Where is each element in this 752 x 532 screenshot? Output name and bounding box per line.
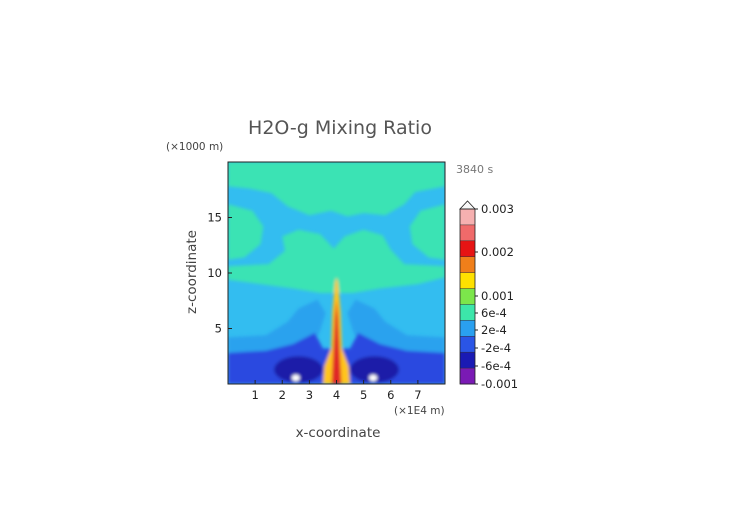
y-tick-label: 15: [207, 211, 222, 225]
y-axis-label: z-coordinate: [184, 230, 200, 314]
colorbar-swatch: [460, 352, 475, 369]
colorbar-swatch: [460, 209, 475, 226]
colorbar-tick-label: 6e-4: [481, 306, 507, 320]
colorbar-tick-label: -0.001: [481, 377, 518, 391]
colorbar-tick-label: 0.003: [481, 202, 514, 216]
chart-title: H2O-g Mixing Ratio: [248, 117, 432, 139]
x-tick-label: 5: [360, 388, 367, 402]
colorbar-swatch: [460, 256, 475, 274]
x-tick-label: 2: [279, 388, 286, 402]
x-unit-label: (×1E4 m): [394, 405, 445, 417]
upper-band: [228, 162, 445, 217]
x-axis: 1 2 3 4 5 6 7: [251, 380, 422, 402]
y-tick-label: 5: [215, 322, 222, 336]
colorbar-swatch: [460, 320, 475, 337]
left-vortex: [274, 356, 323, 383]
colorbar-swatch: [460, 368, 475, 385]
colorbar-swatch: [460, 272, 475, 290]
x-axis-label: x-coordinate: [296, 425, 381, 441]
colorbar-swatch: [460, 336, 475, 353]
x-tick-label: 6: [387, 388, 394, 402]
colorbar-swatch: [460, 288, 475, 305]
y-unit-label: (×1000 m): [166, 141, 223, 153]
middle-band: [228, 229, 445, 293]
y-tick-label: 10: [207, 266, 222, 280]
colorbar-swatch: [460, 304, 475, 321]
right-band: [409, 204, 445, 260]
contour-field: [228, 162, 445, 384]
colorbar-tick-label: 0.001: [481, 289, 514, 303]
colorbar-swatch: [460, 240, 475, 258]
time-label: 3840 s: [456, 163, 493, 176]
plume-core: [331, 299, 342, 384]
colorbar: 0.003 0.002 0.001 6e-4 2e-4 -2e-4 -6e-4 -0.001: [459, 200, 518, 391]
right-vortex: [350, 356, 399, 383]
left-band: [228, 204, 264, 260]
colorbar-tick-label: 2e-4: [481, 323, 507, 337]
x-tick-label: 7: [414, 388, 421, 402]
colorbar-swatch: [460, 224, 475, 242]
right-eye: [369, 374, 378, 382]
x-tick-label: 4: [333, 388, 340, 402]
colorbar-tick-label: -6e-4: [481, 359, 511, 373]
left-eye: [291, 374, 300, 382]
colorbar-arrow: [459, 200, 476, 210]
x-tick-label: 1: [251, 388, 258, 402]
y-axis: 5 10 15: [207, 211, 232, 336]
colorbar-tick-label: -2e-4: [481, 341, 511, 355]
x-tick-label: 3: [306, 388, 313, 402]
colorbar-tick-label: 0.002: [481, 245, 514, 259]
